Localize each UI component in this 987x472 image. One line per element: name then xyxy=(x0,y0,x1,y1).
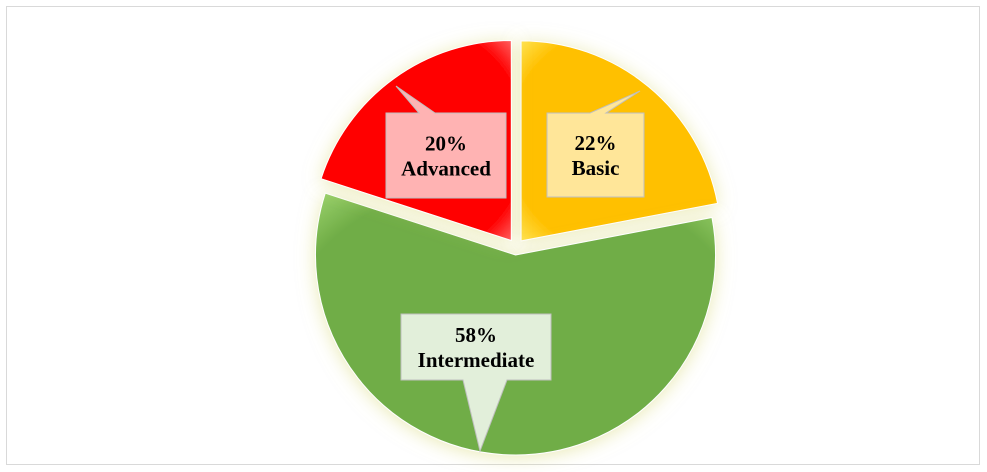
data-label-category-advanced: Advanced xyxy=(401,157,491,181)
pie-slices xyxy=(315,40,719,456)
data-label-box-basic xyxy=(546,90,645,198)
data-label-percent-advanced: 20% xyxy=(425,132,467,156)
data-label-box-intermediate xyxy=(400,313,552,453)
data-label-category-intermediate: Intermediate xyxy=(418,348,535,372)
data-label-intermediate: 58%Intermediate xyxy=(400,313,552,453)
data-label-advanced: 20%Advanced xyxy=(385,85,507,199)
data-label-percent-intermediate: 58% xyxy=(455,323,497,347)
data-label-percent-basic: 22% xyxy=(575,131,617,155)
data-label-box-advanced xyxy=(385,85,507,199)
data-label-basic: 22%Basic xyxy=(546,90,645,198)
data-label-category-basic: Basic xyxy=(572,156,620,180)
pie-labels: 22%Basic 58%Intermediate 20%Advanced xyxy=(385,85,645,453)
